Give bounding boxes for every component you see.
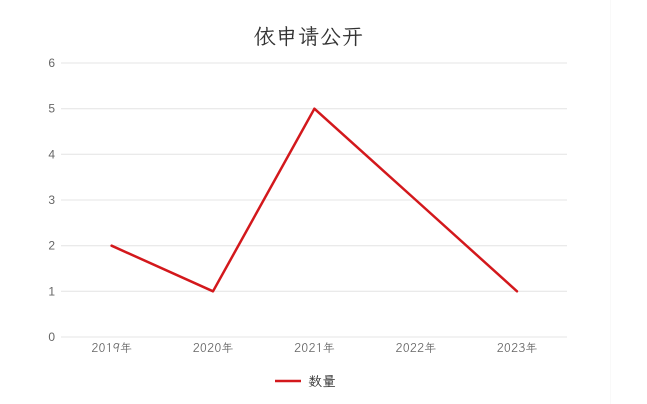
svg-text:5: 5 xyxy=(48,102,55,116)
svg-text:2023年: 2023年 xyxy=(497,341,538,356)
svg-text:6: 6 xyxy=(48,56,55,70)
svg-text:1: 1 xyxy=(48,284,55,298)
svg-text:2022年: 2022年 xyxy=(395,341,436,356)
svg-text:数量: 数量 xyxy=(308,372,336,390)
svg-text:3: 3 xyxy=(48,193,55,207)
svg-text:4: 4 xyxy=(48,147,55,161)
svg-text:2020年: 2020年 xyxy=(193,341,234,356)
svg-text:2: 2 xyxy=(48,239,55,253)
svg-text:2021年: 2021年 xyxy=(294,341,335,356)
svg-text:0: 0 xyxy=(48,330,55,344)
svg-text:2019年: 2019年 xyxy=(91,341,132,356)
